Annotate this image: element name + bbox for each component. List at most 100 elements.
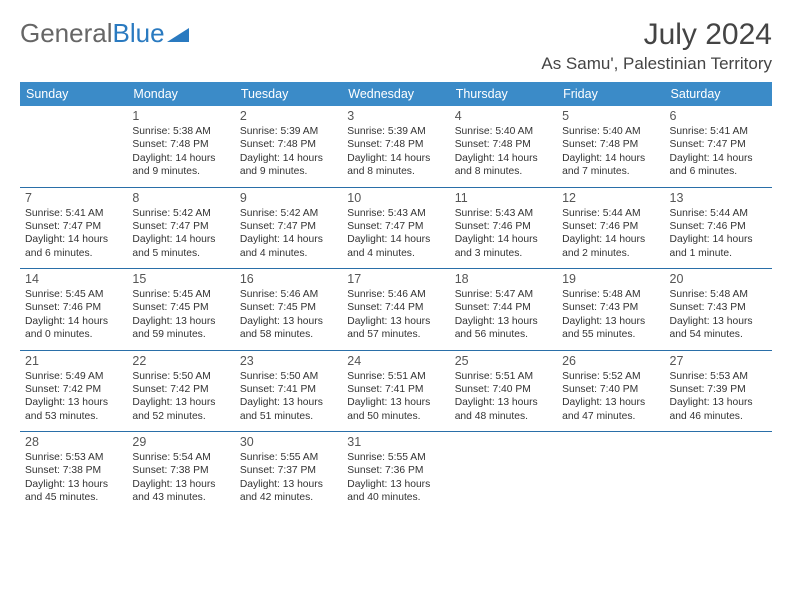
daylight-line: Daylight: 13 hours and 53 minutes. bbox=[25, 396, 122, 423]
sunrise-line: Sunrise: 5:43 AM bbox=[455, 207, 552, 220]
brand-part1: General bbox=[20, 18, 113, 49]
sunset-line: Sunset: 7:43 PM bbox=[562, 301, 659, 314]
daylight-line: Daylight: 14 hours and 9 minutes. bbox=[132, 152, 229, 179]
sunset-line: Sunset: 7:36 PM bbox=[347, 464, 444, 477]
day-number: 27 bbox=[670, 354, 767, 368]
calendar-day: 6Sunrise: 5:41 AMSunset: 7:47 PMDaylight… bbox=[665, 106, 772, 187]
daylight-line: Daylight: 13 hours and 46 minutes. bbox=[670, 396, 767, 423]
sunset-line: Sunset: 7:42 PM bbox=[132, 383, 229, 396]
sunrise-line: Sunrise: 5:50 AM bbox=[132, 370, 229, 383]
page-header: General Blue July 2024 As Samu', Palesti… bbox=[20, 18, 772, 74]
sunset-line: Sunset: 7:48 PM bbox=[347, 138, 444, 151]
calendar-day: 28Sunrise: 5:53 AMSunset: 7:38 PMDayligh… bbox=[20, 432, 127, 513]
sunset-line: Sunset: 7:48 PM bbox=[132, 138, 229, 151]
calendar-empty bbox=[557, 432, 664, 513]
daylight-line: Daylight: 14 hours and 4 minutes. bbox=[347, 233, 444, 260]
calendar-day: 21 Sunrise: 5:49 AMSunset: 7:42 PMDayligh… bbox=[20, 351, 127, 432]
sunrise-line: Sunrise: 5:47 AM bbox=[455, 288, 552, 301]
sunset-line: Sunset: 7:41 PM bbox=[240, 383, 337, 396]
day-header: Friday bbox=[557, 82, 664, 106]
day-header: Monday bbox=[127, 82, 234, 106]
day-number: 17 bbox=[347, 272, 444, 286]
daylight-line: Daylight: 14 hours and 1 minute. bbox=[670, 233, 767, 260]
day-number: 19 bbox=[562, 272, 659, 286]
sunrise-line: Sunrise: 5:49 AM bbox=[25, 370, 122, 383]
daylight-line: Daylight: 14 hours and 7 minutes. bbox=[562, 152, 659, 179]
sunset-line: Sunset: 7:48 PM bbox=[455, 138, 552, 151]
daylight-line: Daylight: 14 hours and 9 minutes. bbox=[240, 152, 337, 179]
sunrise-line: Sunrise: 5:42 AM bbox=[240, 207, 337, 220]
sunrise-line: Sunrise: 5:46 AM bbox=[240, 288, 337, 301]
day-number: 30 bbox=[240, 435, 337, 449]
day-number: 24 bbox=[347, 354, 444, 368]
daylight-line: Daylight: 13 hours and 54 minutes. bbox=[670, 315, 767, 342]
day-header: Tuesday bbox=[235, 82, 342, 106]
daylight-line: Daylight: 13 hours and 57 minutes. bbox=[347, 315, 444, 342]
sunrise-line: Sunrise: 5:53 AM bbox=[25, 451, 122, 464]
title-block: July 2024 As Samu', Palestinian Territor… bbox=[541, 18, 772, 74]
sunrise-line: Sunrise: 5:39 AM bbox=[240, 125, 337, 138]
sunset-line: Sunset: 7:42 PM bbox=[25, 383, 122, 396]
sunset-line: Sunset: 7:46 PM bbox=[455, 220, 552, 233]
weeks-container: 1Sunrise: 5:38 AMSunset: 7:48 PMDaylight… bbox=[20, 106, 772, 513]
day-number: 26 bbox=[562, 354, 659, 368]
sunset-line: Sunset: 7:40 PM bbox=[455, 383, 552, 396]
day-number: 23 bbox=[240, 354, 337, 368]
calendar-day: 24Sunrise: 5:51 AMSunset: 7:41 PMDayligh… bbox=[342, 351, 449, 432]
calendar-day: 3Sunrise: 5:39 AMSunset: 7:48 PMDaylight… bbox=[342, 106, 449, 187]
daylight-line: Daylight: 13 hours and 47 minutes. bbox=[562, 396, 659, 423]
daylight-line: Daylight: 13 hours and 56 minutes. bbox=[455, 315, 552, 342]
month-title: July 2024 bbox=[541, 18, 772, 52]
sunset-line: Sunset: 7:38 PM bbox=[25, 464, 122, 477]
sunrise-line: Sunrise: 5:39 AM bbox=[347, 125, 444, 138]
sunset-line: Sunset: 7:37 PM bbox=[240, 464, 337, 477]
day-number: 14 bbox=[25, 272, 122, 286]
calendar-day: 29Sunrise: 5:54 AMSunset: 7:38 PMDayligh… bbox=[127, 432, 234, 513]
sunset-line: Sunset: 7:38 PM bbox=[132, 464, 229, 477]
day-number: 16 bbox=[240, 272, 337, 286]
sunset-line: Sunset: 7:44 PM bbox=[347, 301, 444, 314]
daylight-line: Daylight: 13 hours and 52 minutes. bbox=[132, 396, 229, 423]
day-number: 25 bbox=[455, 354, 552, 368]
daylight-line: Daylight: 14 hours and 0 minutes. bbox=[25, 315, 122, 342]
day-number: 6 bbox=[670, 109, 767, 123]
calendar-week: 21Sunrise: 5:49 AMSunset: 7:42 PMDayligh… bbox=[20, 351, 772, 433]
calendar-day: 1Sunrise: 5:38 AMSunset: 7:48 PMDaylight… bbox=[127, 106, 234, 187]
day-number: 22 bbox=[132, 354, 229, 368]
daylight-line: Daylight: 14 hours and 3 minutes. bbox=[455, 233, 552, 260]
calendar-day: 25Sunrise: 5:51 AMSunset: 7:40 PMDayligh… bbox=[450, 351, 557, 432]
calendar-day: 18Sunrise: 5:47 AMSunset: 7:44 PMDayligh… bbox=[450, 269, 557, 350]
sunset-line: Sunset: 7:40 PM bbox=[562, 383, 659, 396]
daylight-line: Daylight: 13 hours and 50 minutes. bbox=[347, 396, 444, 423]
sunrise-line: Sunrise: 5:40 AM bbox=[562, 125, 659, 138]
sunrise-line: Sunrise: 5:44 AM bbox=[562, 207, 659, 220]
brand-part2-text: Blue bbox=[113, 18, 165, 49]
calendar-day: 23Sunrise: 5:50 AMSunset: 7:41 PMDayligh… bbox=[235, 351, 342, 432]
day-number: 13 bbox=[670, 191, 767, 205]
sunset-line: Sunset: 7:44 PM bbox=[455, 301, 552, 314]
day-number: 7 bbox=[25, 191, 122, 205]
calendar-week: 1Sunrise: 5:38 AMSunset: 7:48 PMDaylight… bbox=[20, 106, 772, 188]
calendar-day: 15Sunrise: 5:45 AMSunset: 7:45 PMDayligh… bbox=[127, 269, 234, 350]
sunrise-line: Sunrise: 5:48 AM bbox=[562, 288, 659, 301]
day-number: 21 bbox=[25, 354, 122, 368]
brand-logo: General Blue bbox=[20, 18, 189, 49]
sunrise-line: Sunrise: 5:54 AM bbox=[132, 451, 229, 464]
sunset-line: Sunset: 7:41 PM bbox=[347, 383, 444, 396]
daylight-line: Daylight: 13 hours and 51 minutes. bbox=[240, 396, 337, 423]
calendar-day: 26Sunrise: 5:52 AMSunset: 7:40 PMDayligh… bbox=[557, 351, 664, 432]
sunrise-line: Sunrise: 5:46 AM bbox=[347, 288, 444, 301]
sunrise-line: Sunrise: 5:41 AM bbox=[25, 207, 122, 220]
sunset-line: Sunset: 7:48 PM bbox=[240, 138, 337, 151]
location-text: As Samu', Palestinian Territory bbox=[541, 54, 772, 74]
day-number: 8 bbox=[132, 191, 229, 205]
daylight-line: Daylight: 14 hours and 4 minutes. bbox=[240, 233, 337, 260]
sunrise-line: Sunrise: 5:42 AM bbox=[132, 207, 229, 220]
day-number: 28 bbox=[25, 435, 122, 449]
sunrise-line: Sunrise: 5:41 AM bbox=[670, 125, 767, 138]
daylight-line: Daylight: 13 hours and 40 minutes. bbox=[347, 478, 444, 505]
sunrise-line: Sunrise: 5:43 AM bbox=[347, 207, 444, 220]
calendar: SundayMondayTuesdayWednesdayThursdayFrid… bbox=[20, 82, 772, 513]
sunset-line: Sunset: 7:46 PM bbox=[562, 220, 659, 233]
calendar-day: 4Sunrise: 5:40 AMSunset: 7:48 PMDaylight… bbox=[450, 106, 557, 187]
